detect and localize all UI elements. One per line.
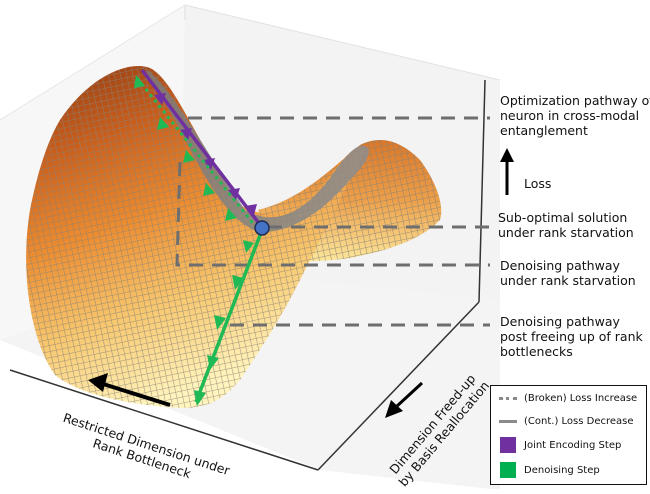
joint-step-arrow-3: [203, 158, 215, 170]
legend-item-loss-decrease: (Cont.) Loss Decrease: [499, 412, 634, 430]
legend: (Broken) Loss Increase (Cont.) Loss Decr…: [490, 385, 647, 485]
label-denoising-under-starvation: Denoising pathway under rank starvation: [500, 258, 636, 288]
solid-line-icon: [499, 412, 517, 430]
legend-item-loss-increase: (Broken) Loss Increase: [499, 389, 637, 407]
denoising-loss-decrease-path: [194, 229, 264, 406]
sub-optimal-point: [254, 220, 270, 236]
joint-step-arrow-1: [154, 93, 166, 105]
purple-square-icon: [499, 436, 517, 454]
joint-step-arrow-4: [228, 188, 240, 200]
label-loss-axis: Loss: [524, 176, 552, 191]
guide-denoising-starvation: [175, 161, 490, 267]
legend-item-denoising: Denoising Step: [499, 461, 600, 479]
y-axis-arrow-icon: [385, 381, 424, 418]
label-optimization-pathway: Optimization pathway of neuron in cross-…: [500, 93, 650, 138]
joint-encoding-path: [140, 68, 260, 224]
x-axis-arrow-icon: [88, 373, 171, 407]
guide-lines: [175, 116, 490, 327]
joint-step-arrow-2: [180, 128, 192, 140]
joint-step-arrow-5: [245, 204, 257, 215]
label-denoising-post-freeing: Denoising pathway post freeing up of ran…: [500, 314, 643, 359]
saddle-main-surface: [26, 65, 369, 408]
loss-arrow-icon: [500, 148, 514, 195]
legend-item-joint-encoding: Joint Encoding Step: [499, 436, 621, 454]
dotted-line-icon: [499, 389, 517, 407]
label-sub-optimal: Sub-optimal solution under rank starvati…: [498, 210, 634, 240]
denoising-loss-increase-path: [134, 75, 257, 227]
green-square-icon: [499, 461, 517, 479]
